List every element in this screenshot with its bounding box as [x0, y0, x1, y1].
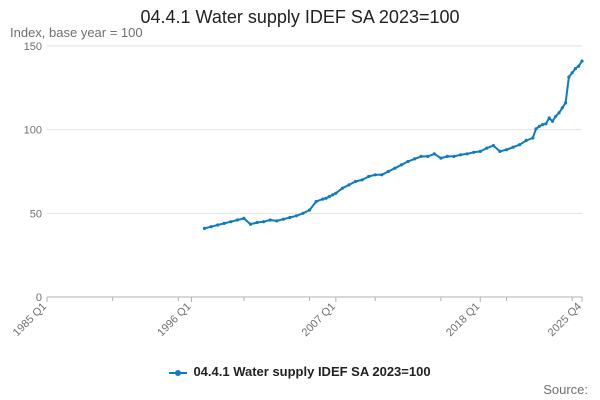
- data-point: [380, 173, 384, 177]
- data-point: [550, 119, 555, 123]
- data-point: [216, 223, 220, 227]
- legend-label: 04.4.1 Water supply IDEF SA 2023=100: [193, 364, 431, 379]
- data-point: [301, 211, 305, 215]
- data-point: [288, 215, 292, 220]
- data-point: [324, 196, 328, 200]
- data-point: [373, 173, 377, 177]
- data-point: [202, 226, 207, 230]
- data-point: [419, 154, 423, 158]
- data-point: [459, 153, 463, 157]
- data-point: [281, 217, 285, 221]
- y-tick-label: 100: [24, 125, 42, 137]
- data-point: [531, 136, 535, 140]
- gridlines: [47, 45, 582, 214]
- y-tick-label: 150: [24, 41, 42, 53]
- data-point: [294, 214, 298, 218]
- legend-marker-icon: [169, 368, 188, 377]
- data-point: [235, 218, 239, 222]
- data-point: [367, 174, 371, 179]
- data-point: [314, 200, 318, 204]
- data-point: [413, 157, 417, 161]
- data-point: [432, 152, 436, 156]
- data-point: [557, 111, 561, 115]
- data-point: [222, 221, 226, 225]
- data-point: [570, 71, 574, 75]
- data-point: [334, 191, 338, 195]
- x-tick-label: 2007 Q1: [300, 301, 338, 339]
- data-point: [229, 220, 233, 224]
- data-point: [248, 222, 253, 226]
- data-point: [511, 145, 515, 149]
- data-point: [577, 64, 581, 68]
- source-label: Source:: [543, 382, 588, 397]
- x-tick-label: 1996 Q1: [155, 301, 193, 339]
- legend[interactable]: 04.4.1 Water supply IDEF SA 2023=100: [0, 364, 600, 379]
- data-point: [353, 179, 358, 184]
- data-point: [504, 148, 509, 152]
- data-point: [567, 75, 571, 79]
- data-point: [255, 220, 259, 225]
- y-tick-label: 50: [30, 208, 42, 220]
- y-axis-label: Index, base year = 100: [10, 25, 143, 40]
- data-point: [393, 166, 397, 170]
- data-point: [541, 123, 545, 127]
- data-point: [399, 163, 404, 167]
- x-axis: 1985 Q1 1996 Q1 2007 Q1 2018 Q1 2025 Q4: [11, 296, 584, 339]
- data-point: [498, 149, 502, 153]
- data-point: [534, 127, 538, 131]
- data-point: [537, 124, 541, 128]
- data-point: [524, 138, 528, 143]
- data-point: [242, 216, 246, 220]
- data-point: [331, 193, 335, 197]
- data-point: [209, 225, 213, 229]
- data-point: [426, 154, 430, 158]
- data-point: [465, 152, 469, 156]
- data-point: [560, 106, 564, 110]
- data-point: [275, 219, 279, 223]
- x-tick-label: 2025 Q4: [546, 301, 584, 339]
- data-point: [485, 146, 489, 150]
- data-point: [445, 154, 449, 158]
- y-tick-label: 0: [36, 292, 42, 304]
- data-point: [327, 195, 331, 199]
- data-point: [386, 169, 390, 174]
- data-point: [544, 122, 548, 126]
- series-line: [204, 60, 583, 230]
- chart-title: 04.4.1 Water supply IDEF SA 2023=100: [140, 7, 460, 27]
- data-point: [478, 149, 482, 153]
- data-point: [580, 59, 584, 63]
- data-point: [268, 218, 272, 222]
- data-point: [406, 159, 410, 164]
- data-point: [347, 183, 351, 187]
- data-point: [321, 197, 325, 201]
- data-point: [547, 116, 551, 120]
- data-point: [308, 208, 312, 212]
- data-point: [439, 156, 443, 160]
- data-point: [452, 154, 456, 158]
- x-tick-label: 1985 Q1: [11, 301, 49, 339]
- data-point: [340, 186, 344, 190]
- data-point: [554, 114, 558, 118]
- data-point: [573, 67, 578, 71]
- data-point: [360, 178, 364, 182]
- data-point: [491, 144, 495, 148]
- data-point: [518, 143, 522, 147]
- series-layer: [202, 59, 584, 230]
- data-point: [472, 150, 476, 154]
- y-axis: 0 50 100 150: [24, 41, 42, 304]
- data-point: [564, 101, 568, 105]
- data-point: [262, 220, 266, 224]
- x-tick-label: 2018 Q1: [444, 301, 482, 339]
